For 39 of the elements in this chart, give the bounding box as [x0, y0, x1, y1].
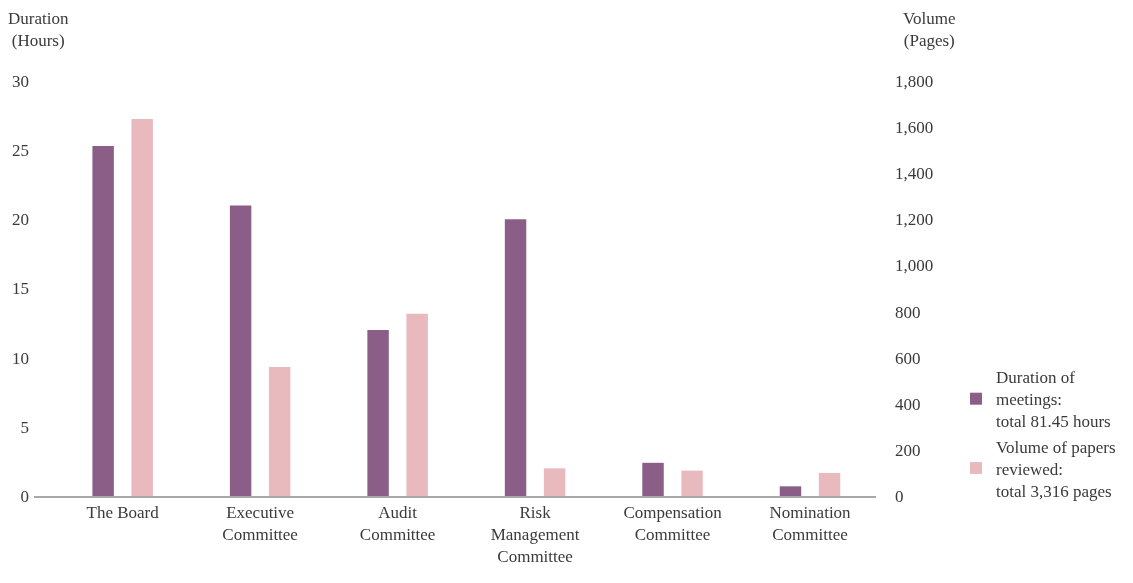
- bar: [367, 330, 389, 496]
- y2-tick-label: 1,400: [895, 164, 934, 184]
- bar: [504, 219, 527, 496]
- y2-tick-label: 200: [895, 440, 921, 460]
- y2-tick-label: 0: [895, 486, 904, 506]
- bar: [92, 146, 114, 496]
- y2-tick-label: 1,000: [895, 256, 934, 276]
- bar: [268, 366, 291, 496]
- y-tick-label: 20: [12, 210, 29, 230]
- bar: [818, 472, 841, 496]
- x-tick-label: Risk Management Committee: [490, 503, 580, 567]
- y-tick-label: 30: [12, 71, 29, 91]
- bar: [406, 313, 428, 496]
- bar: [131, 119, 153, 496]
- y-tick-label: 15: [12, 279, 29, 299]
- x-tick-label: Compensation Committee: [623, 503, 723, 545]
- y2-tick-label: 600: [895, 348, 921, 368]
- y-tick-label: 10: [12, 348, 29, 368]
- bar: [681, 470, 703, 496]
- y-tick-label: 5: [20, 417, 29, 437]
- x-tick-label: The Board: [86, 503, 160, 523]
- y2-tick-label: 800: [895, 302, 921, 322]
- y2-axis-title: Volume (Pages): [903, 9, 956, 51]
- x-tick-label: Audit Committee: [359, 503, 436, 545]
- y-tick-label: 0: [20, 486, 29, 506]
- bar: [642, 462, 664, 496]
- y2-tick-label: 400: [895, 394, 921, 414]
- y-tick-label: 25: [12, 141, 29, 161]
- bar: [543, 468, 566, 496]
- legend-label: Duration of meetings: total 81.45 hours: [995, 368, 1111, 432]
- x-tick-label: Executive Committee: [222, 503, 298, 545]
- y-axis-title: Duration (Hours): [8, 9, 69, 51]
- legend-label: Volume of papers reviewed: total 3,316 pages: [995, 437, 1116, 501]
- x-tick-label: Nomination Committee: [769, 503, 852, 545]
- bar: [229, 205, 252, 496]
- bar: [779, 486, 802, 496]
- y2-tick-label: 1,600: [895, 118, 934, 138]
- y2-tick-label: 1,200: [895, 210, 934, 230]
- y2-tick-label: 1,800: [895, 71, 934, 91]
